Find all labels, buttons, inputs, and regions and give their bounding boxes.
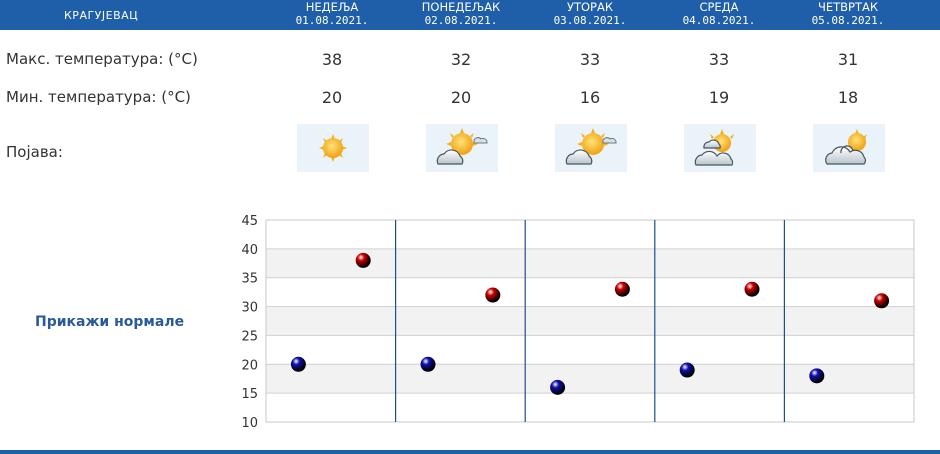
phenomenon-label: Појава: <box>6 143 63 161</box>
grid-band <box>266 393 914 422</box>
sun-cloud-icon <box>426 124 498 172</box>
data-point <box>420 356 436 372</box>
bottom-bar <box>0 450 940 454</box>
forecast-header: КРАГУЈЕВАЦ НЕДЕЉА 01.08.2021. ПОНЕДЕЉАК … <box>0 0 940 30</box>
y-tick-label: 15 <box>241 387 258 402</box>
grid-band <box>266 306 914 336</box>
clouds-sun-icon <box>813 124 885 172</box>
grid-band <box>266 364 914 394</box>
min-temp-value: 19 <box>708 88 730 107</box>
data-point <box>550 379 566 395</box>
day-header-5: ЧЕТВРТАК 05.08.2021. <box>793 0 903 28</box>
grid-band <box>266 277 914 307</box>
data-point <box>485 287 501 303</box>
day-date: 05.08.2021. <box>811 14 885 27</box>
y-tick-label: 25 <box>241 329 258 344</box>
min-temp-value: 18 <box>837 88 859 107</box>
cloud-sun-icon <box>684 124 756 172</box>
sun-cloud-icon <box>555 124 627 172</box>
data-point <box>290 356 306 372</box>
max-temp-label: Макс. температура: (°C) <box>6 50 198 68</box>
data-point <box>809 368 825 384</box>
y-tick-label: 40 <box>241 243 258 258</box>
max-temp-value: 31 <box>837 50 859 69</box>
day-header-2: ПОНЕДЕЉАК 02.08.2021. <box>406 0 516 28</box>
day-name: УТОРАК <box>566 0 614 14</box>
max-temp-value: 32 <box>450 50 472 69</box>
min-temp-value: 20 <box>450 88 472 107</box>
day-date: 01.08.2021. <box>295 14 369 27</box>
data-point <box>614 281 630 297</box>
day-header-1: НЕДЕЉА 01.08.2021. <box>277 0 387 28</box>
y-tick-label: 30 <box>241 301 258 316</box>
day-name: СРЕДА <box>699 0 739 14</box>
max-temp-value: 33 <box>579 50 601 69</box>
max-temp-value: 38 <box>321 50 343 69</box>
y-tick-label: 20 <box>241 358 258 373</box>
y-tick-label: 45 <box>241 214 258 229</box>
day-date: 03.08.2021. <box>553 14 627 27</box>
grid-band <box>266 220 914 249</box>
max-temp-value: 33 <box>708 50 730 69</box>
data-point <box>874 293 890 309</box>
day-name: ЧЕТВРТАК <box>817 0 879 14</box>
y-tick-label: 35 <box>241 272 258 287</box>
plot-border <box>265 219 915 423</box>
day-date: 02.08.2021. <box>424 14 498 27</box>
show-normals-link[interactable]: Прикажи нормале <box>35 314 185 330</box>
day-header-3: УТОРАК 03.08.2021. <box>535 0 645 28</box>
grid-band <box>266 248 914 278</box>
data-point <box>355 252 371 268</box>
day-header-4: СРЕДА 04.08.2021. <box>664 0 774 28</box>
min-temp-value: 20 <box>321 88 343 107</box>
min-temp-value: 16 <box>579 88 601 107</box>
temperature-chart: 10 15 20 25 30 35 40 45 <box>241 214 915 431</box>
day-name: ПОНЕДЕЉАК <box>421 0 501 14</box>
city-name: КРАГУЈЕВАЦ <box>64 9 139 22</box>
day-date: 04.08.2021. <box>682 14 756 27</box>
y-tick-label: 10 <box>241 416 258 431</box>
data-point <box>679 362 695 378</box>
data-point <box>744 281 760 297</box>
sun-icon <box>297 124 369 172</box>
day-name: НЕДЕЉА <box>305 0 359 14</box>
grid-band <box>266 335 914 365</box>
min-temp-label: Мин. температура: (°C) <box>6 88 191 106</box>
